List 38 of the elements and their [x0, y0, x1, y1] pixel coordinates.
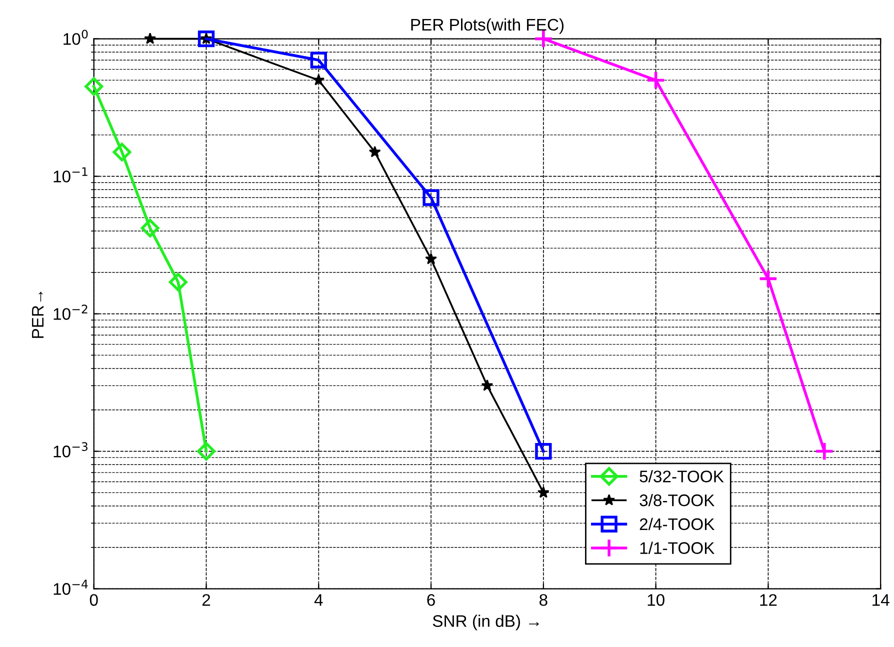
- point: [197, 442, 216, 461]
- x-axis-title: SNR (in dB) →: [432, 614, 539, 630]
- point: [310, 52, 327, 68]
- point: [112, 142, 132, 162]
- y-tick-label: 10$^{−4}$: [54, 580, 88, 595]
- x-tick-label: 0: [90, 594, 98, 606]
- x-tick-label: 12: [760, 594, 777, 606]
- point: [758, 268, 778, 288]
- legend-label: 3/8-TOOK: [640, 494, 715, 506]
- x-tick-label: 4: [314, 594, 323, 606]
- point: [144, 32, 156, 44]
- point: [312, 74, 325, 86]
- y-tick-label: 10$^{−2}$: [54, 304, 88, 320]
- x-tick-label: 10: [648, 594, 664, 606]
- x-tick-label: 6: [427, 594, 435, 606]
- legend-label: 2/4-TOOK: [640, 518, 715, 530]
- point: [198, 30, 215, 48]
- point: [368, 146, 381, 158]
- x-tick-label: 8: [540, 594, 548, 606]
- y-tick-label: 10$^{−1}$: [54, 167, 88, 182]
- point: [140, 218, 160, 238]
- point: [425, 252, 438, 264]
- legend-label: 1/1-TOOK: [640, 542, 715, 554]
- x-tick-label: 14: [872, 594, 890, 606]
- point: [481, 379, 494, 391]
- y-axis-title: PER→: [32, 292, 44, 338]
- point: [537, 486, 550, 498]
- point: [535, 442, 552, 460]
- chart-title: PER Plots(with FEC): [411, 18, 564, 34]
- legend-label: 5/32-TOOK: [640, 470, 724, 482]
- point: [84, 77, 104, 96]
- y-tick-label: 10$^{0}$: [64, 30, 88, 45]
- point: [422, 189, 440, 206]
- point: [814, 442, 834, 462]
- x-tick-label: 2: [202, 594, 210, 606]
- point: [646, 70, 666, 90]
- point: [168, 272, 188, 292]
- y-tick-label: 10$^{−3}$: [54, 442, 88, 458]
